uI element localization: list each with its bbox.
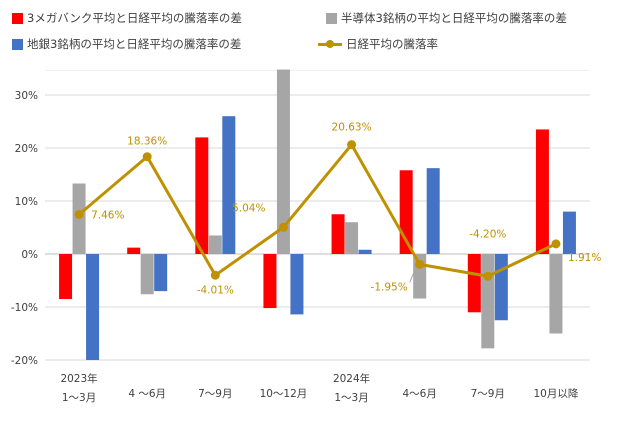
legend-label-semiconductor: 半導体3銘柄の平均と日経平均の騰落率の差 — [341, 11, 567, 25]
data-label-nikkei: -1.95% — [371, 281, 408, 293]
bar-regional-bank — [562, 211, 576, 254]
bar-semiconductor — [345, 222, 359, 254]
bar-regional-bank — [426, 168, 440, 254]
x-tick-label: 7～9月 — [198, 388, 232, 400]
point-nikkei — [415, 259, 425, 269]
bar-semiconductor — [140, 254, 154, 295]
point-nikkei — [74, 209, 84, 219]
legend-item-regional-bank: 地銀3銘柄の平均と日経平均の騰落率の差 — [12, 36, 241, 52]
point-nikkei — [483, 271, 493, 281]
legend-swatch-semiconductor — [326, 12, 337, 24]
data-label-leader — [409, 268, 417, 283]
x-tick-label: 7～9月 — [471, 388, 505, 400]
x-tick-label: 10月以降 — [534, 387, 579, 400]
bar-semiconductor — [276, 69, 290, 254]
legend-swatch-megabank — [12, 12, 23, 24]
bar-megabank — [59, 254, 73, 300]
data-label-nikkei: 20.63% — [332, 122, 372, 134]
y-tick-label: 0% — [21, 249, 38, 261]
x-tick-label: 1～3月 — [334, 392, 368, 404]
y-tick-label: -20% — [11, 355, 38, 367]
bar-megabank — [535, 129, 549, 254]
x-tick-label: 10～12月 — [260, 388, 308, 400]
bar-megabank — [263, 254, 277, 309]
point-nikkei — [142, 152, 152, 162]
data-label-nikkei: -4.01% — [197, 284, 234, 296]
legend-label-megabank: 3メガバンク平均と日経平均の騰落率の差 — [27, 11, 242, 25]
bar-megabank — [331, 214, 345, 254]
y-tick-label: 20% — [15, 143, 38, 155]
y-tick-label: -10% — [11, 302, 38, 314]
bar-megabank — [467, 254, 481, 313]
x-tick-label: 4～6月 — [403, 388, 437, 400]
data-label-nikkei: 7.46% — [91, 209, 124, 221]
y-tick-label: 30% — [15, 90, 38, 102]
bar-regional-bank — [290, 254, 304, 315]
bar-regional-bank — [86, 254, 100, 360]
bar-regional-bank — [358, 249, 372, 254]
bar-semiconductor — [549, 254, 563, 334]
legend: 3メガバンク平均と日経平均の騰落率の差 半導体3銘柄の平均と日経平均の騰落率の差… — [0, 0, 619, 60]
x-tick-label: 1～3月 — [62, 392, 96, 404]
point-nikkei — [278, 222, 288, 232]
legend-item-megabank: 3メガバンク平均と日経平均の騰落率の差 — [12, 10, 242, 26]
data-label-nikkei: 18.36% — [127, 136, 167, 148]
legend-label-nikkei: 日経平均の騰落率 — [346, 37, 438, 51]
legend-swatch-regional-bank — [12, 38, 23, 50]
bar-regional-bank — [494, 254, 508, 321]
bar-semiconductor — [208, 235, 222, 254]
legend-item-nikkei: 日経平均の騰落率 — [318, 36, 438, 52]
legend-item-semiconductor: 半導体3銘柄の平均と日経平均の騰落率の差 — [326, 10, 567, 26]
x-tick-label: 2024年 — [333, 372, 370, 385]
legend-line-nikkei — [318, 39, 342, 49]
bar-regional-bank — [222, 116, 236, 254]
point-nikkei — [551, 239, 561, 249]
line-nikkei — [78, 143, 557, 278]
x-tick-label: 2023年 — [60, 372, 97, 385]
bar-megabank — [127, 247, 141, 254]
point-nikkei — [347, 140, 357, 150]
data-label-nikkei: 1.91% — [568, 252, 601, 264]
data-label-nikkei: -4.20% — [469, 228, 506, 240]
x-tick-label: 4 ～6月 — [128, 388, 166, 400]
point-nikkei — [210, 270, 220, 280]
y-tick-label: 10% — [15, 196, 38, 208]
bar-regional-bank — [154, 254, 168, 292]
bar-megabank — [195, 137, 209, 254]
legend-label-regional-bank: 地銀3銘柄の平均と日経平均の騰落率の差 — [27, 37, 242, 51]
data-label-nikkei: 5.04% — [232, 202, 265, 214]
